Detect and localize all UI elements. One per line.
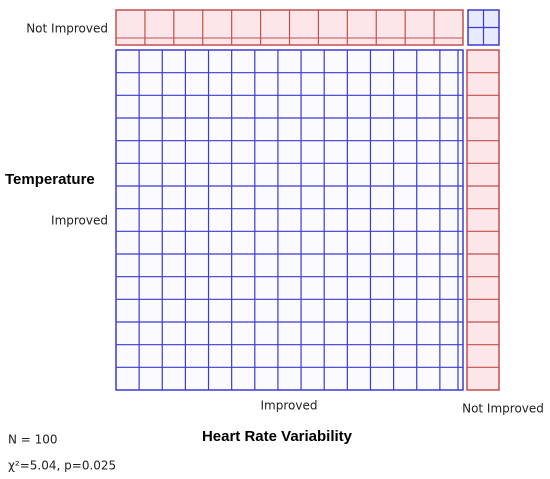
cell-block [466,49,500,391]
cell-grid [115,9,500,391]
cell-block [115,49,464,391]
x-axis-title: Heart Rate Variability [202,428,353,445]
column-label: Improved [261,399,318,413]
test-statistic: χ²=5.04, p=0.025 [8,459,116,473]
sample-size: N = 100 [8,433,58,447]
row-label: Not Improved [26,22,108,36]
column-label: Not Improved [462,402,544,416]
row-label: Improved [51,214,108,228]
y-axis-title: Temperature [5,171,95,188]
